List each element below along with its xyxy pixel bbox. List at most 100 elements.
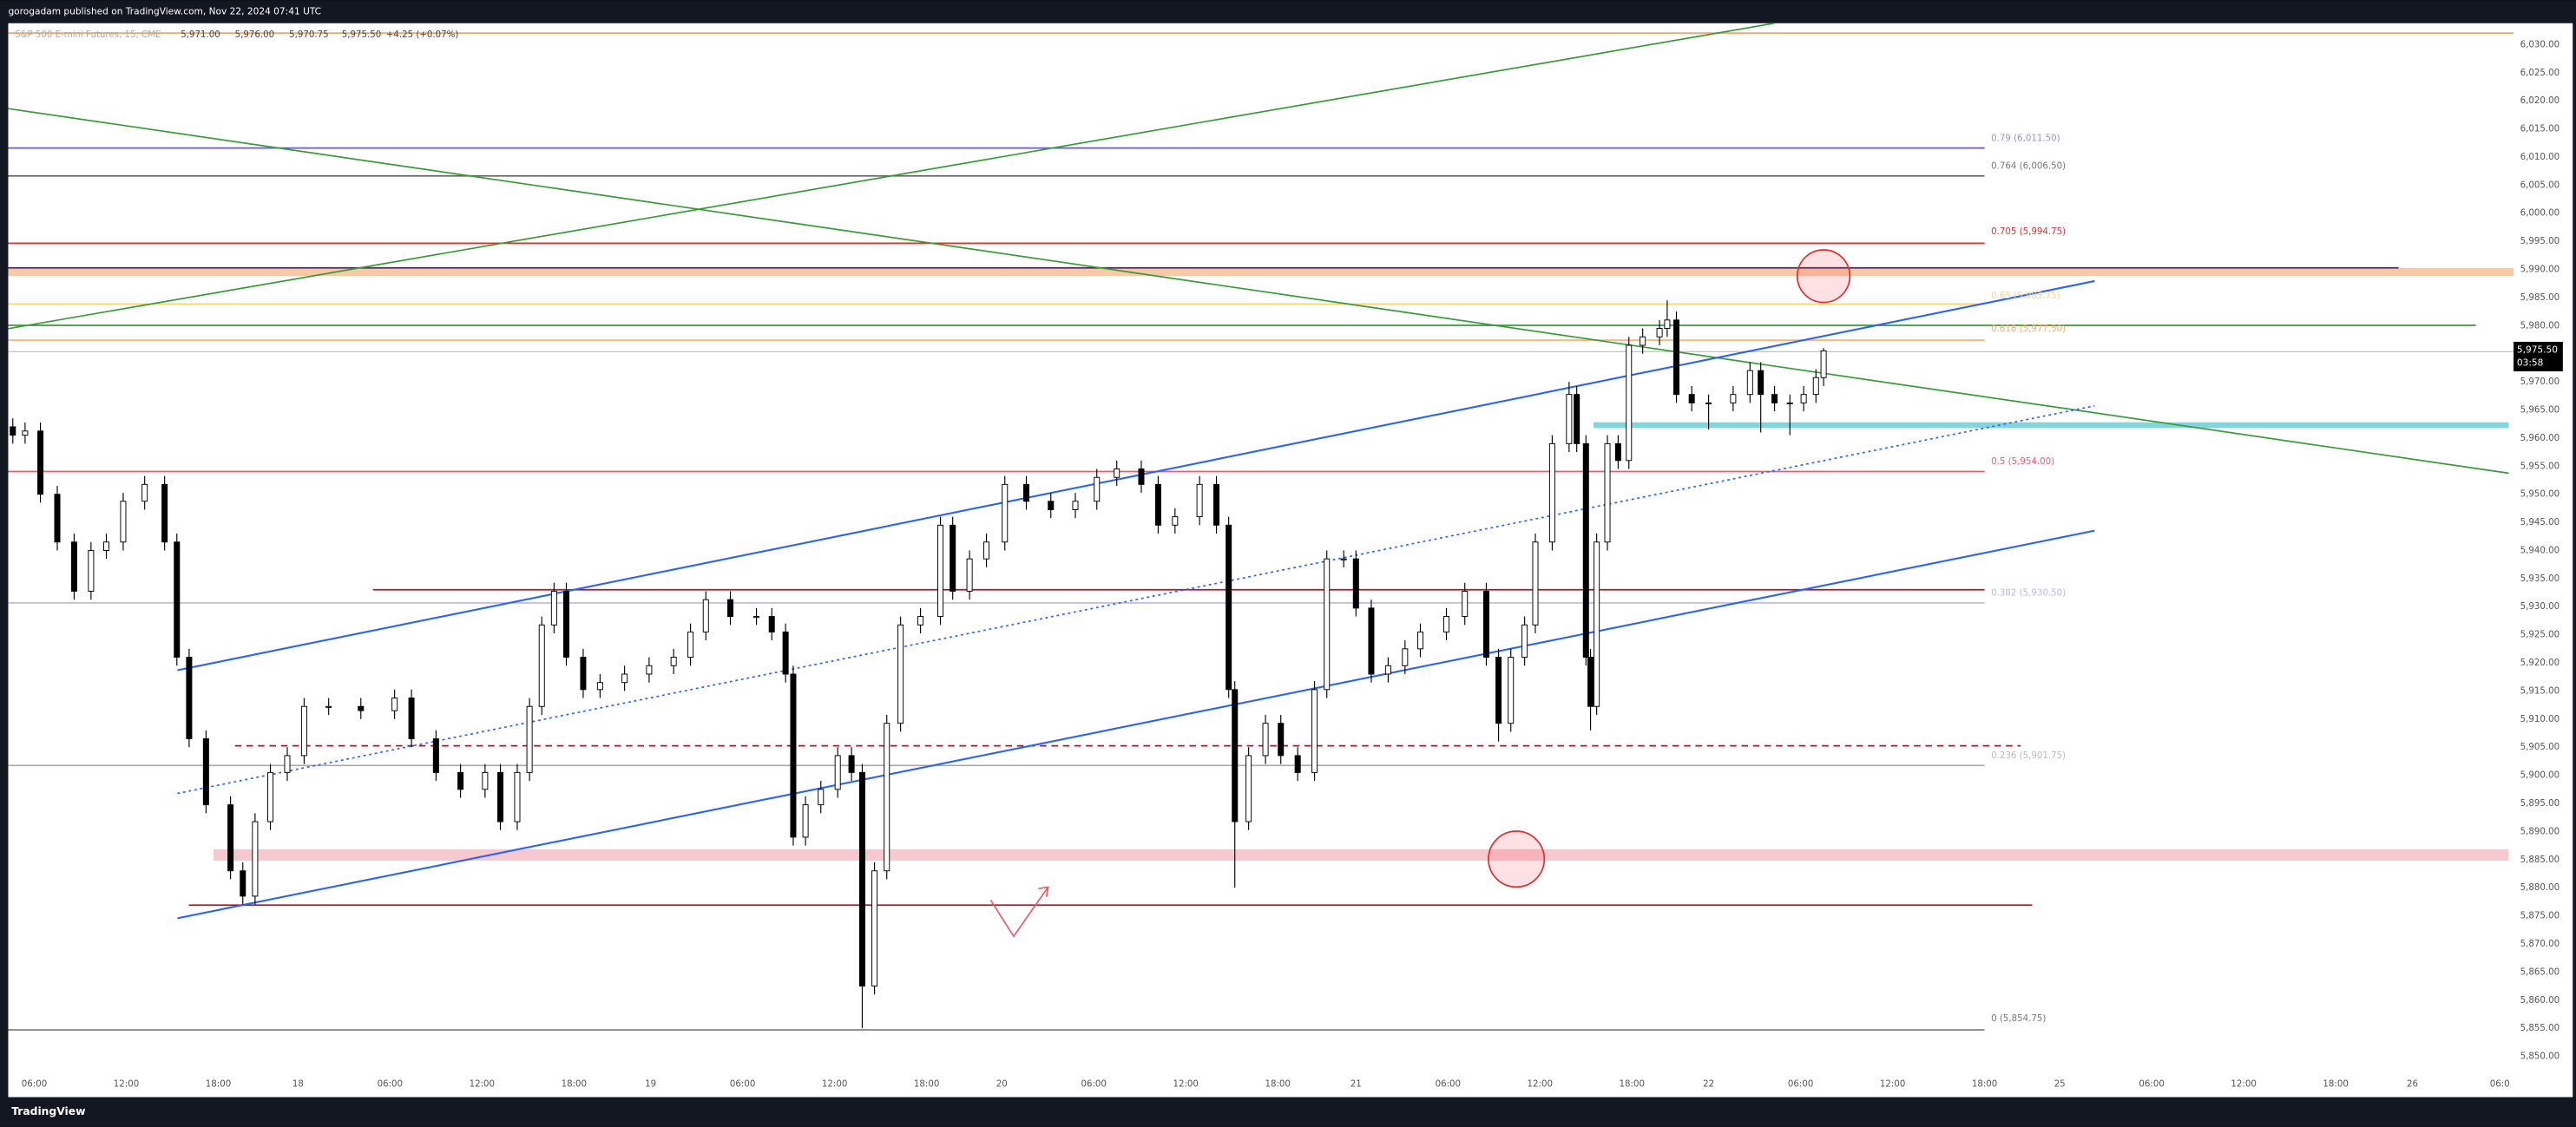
candle-body xyxy=(966,558,973,592)
candle-body xyxy=(1072,501,1079,510)
candle-body xyxy=(550,590,557,626)
y-tick-label: 5,870.00 xyxy=(2520,940,2560,949)
candle-body xyxy=(70,541,77,592)
candle-body xyxy=(1094,476,1101,502)
candle-body xyxy=(227,804,234,872)
candle-body xyxy=(22,430,29,436)
candle-body xyxy=(1548,442,1555,543)
candle-body xyxy=(884,723,890,872)
candle-body xyxy=(240,870,246,897)
candle-body xyxy=(103,541,110,551)
candle-body xyxy=(1154,483,1161,526)
fib-labels: 0.79 (6,011.50) 0.764 (6,006.50) 0.705 (… xyxy=(1991,134,2066,1024)
circle xyxy=(1796,249,1851,304)
candle-body xyxy=(1368,607,1375,675)
candle-body xyxy=(457,771,464,790)
candle-body xyxy=(1800,394,1807,403)
footer-brand: TradingView xyxy=(11,1105,85,1117)
candle-body xyxy=(267,771,274,822)
y-tick-label: 5,850.00 xyxy=(2520,1052,2560,1062)
candle-body xyxy=(687,631,694,659)
y-tick-label: 5,955.00 xyxy=(2520,462,2560,471)
x-tick-label: 06:00 xyxy=(1788,1080,1813,1090)
candle-body xyxy=(1604,442,1611,543)
y-tick-label: 5,960.00 xyxy=(2520,434,2560,443)
x-tick-label: 18:00 xyxy=(206,1080,231,1090)
candle-body xyxy=(1462,590,1469,618)
candle-body xyxy=(54,494,61,543)
candle-body xyxy=(621,673,628,684)
x-tick-label: 12:00 xyxy=(114,1080,139,1090)
candle-body xyxy=(1574,394,1580,444)
candle-body xyxy=(1324,558,1331,691)
candle-body xyxy=(1262,723,1269,757)
y-tick-label: 5,860.00 xyxy=(2520,996,2560,1006)
candle-body xyxy=(1002,483,1009,543)
x-tick-label: 25 xyxy=(2054,1080,2066,1090)
price-tag xyxy=(2514,341,2563,372)
y-tick-label: 6,010.00 xyxy=(2520,153,2560,162)
x-tick-label: 19 xyxy=(645,1080,656,1090)
y-tick-label: 5,935.00 xyxy=(2520,574,2560,584)
y-tick-label: 5,930.00 xyxy=(2520,602,2560,612)
zone xyxy=(1594,422,2509,429)
x-tick-label: 06:00 xyxy=(2139,1080,2164,1090)
candle-body xyxy=(1758,370,1764,396)
y-tick-label: 5,905.00 xyxy=(2520,743,2560,752)
candle-body xyxy=(1626,344,1633,462)
candle-body xyxy=(284,755,291,773)
publisher: gorogadam published on TradingView.com, … xyxy=(8,7,321,17)
candle-body xyxy=(174,541,181,659)
x-tick-label: 18:00 xyxy=(1972,1080,1997,1090)
y-tick-label: 6,005.00 xyxy=(2520,180,2560,190)
legend-symbol: S&P 500 E-mini Futures, 15, CME xyxy=(15,30,161,40)
candle-body xyxy=(10,426,16,436)
candle-body xyxy=(1196,483,1203,518)
y-tick-label: 5,925.00 xyxy=(2520,631,2560,640)
candle-body xyxy=(1245,755,1252,822)
y-tick-label: 5,945.00 xyxy=(2520,518,2560,527)
candle-body xyxy=(408,698,415,739)
candle-body xyxy=(37,430,44,495)
x-tick-label: 22 xyxy=(1703,1080,1714,1090)
candle-body xyxy=(141,483,148,502)
candle-body xyxy=(526,705,533,773)
y-tick-label: 5,910.00 xyxy=(2520,715,2560,724)
y-tick-label: 5,865.00 xyxy=(2520,967,2560,977)
candle-body xyxy=(580,657,587,691)
candle-body xyxy=(1521,624,1528,659)
candle-body xyxy=(937,524,944,618)
candle-body xyxy=(1820,350,1827,378)
candle-body xyxy=(1048,501,1055,510)
candle-body xyxy=(768,616,775,632)
candle-body xyxy=(834,755,841,790)
fib-label: 0.79 (6,011.50) xyxy=(1991,134,2060,143)
candle-body xyxy=(917,616,924,626)
candle-body xyxy=(1384,665,1391,675)
x-tick-label: 12:00 xyxy=(1173,1080,1198,1090)
candle-body xyxy=(1566,394,1573,444)
candle-body xyxy=(1664,319,1671,330)
x-tick-label: 06:0 xyxy=(2490,1080,2510,1090)
drawings xyxy=(8,22,2514,1031)
trend-line xyxy=(8,108,2509,475)
candle-body xyxy=(702,599,709,632)
y-tick-label: 6,020.00 xyxy=(2520,96,2560,106)
x-tick-label: 18:00 xyxy=(1265,1080,1290,1090)
y-tick-label: 5,950.00 xyxy=(2520,490,2560,500)
x-tick-label: 26 xyxy=(2407,1080,2418,1090)
fib-label: 0 (5,854.75) xyxy=(1991,1014,2046,1024)
x-tick-label: 06:00 xyxy=(1436,1080,1461,1090)
candle-body xyxy=(727,599,734,618)
x-tick-label: 06:00 xyxy=(378,1080,403,1090)
x-tick-label: 21 xyxy=(1350,1080,1362,1090)
candle-body xyxy=(1730,394,1737,403)
chart-pane xyxy=(8,23,2573,1098)
check-mark xyxy=(989,886,1049,938)
candle-body xyxy=(325,705,332,708)
candle-body xyxy=(871,870,878,987)
candle-body xyxy=(1114,468,1120,478)
x-tick-label: 12:00 xyxy=(1880,1080,1905,1090)
candle-body xyxy=(1232,689,1239,822)
y-tick-label: 5,980.00 xyxy=(2520,321,2560,331)
